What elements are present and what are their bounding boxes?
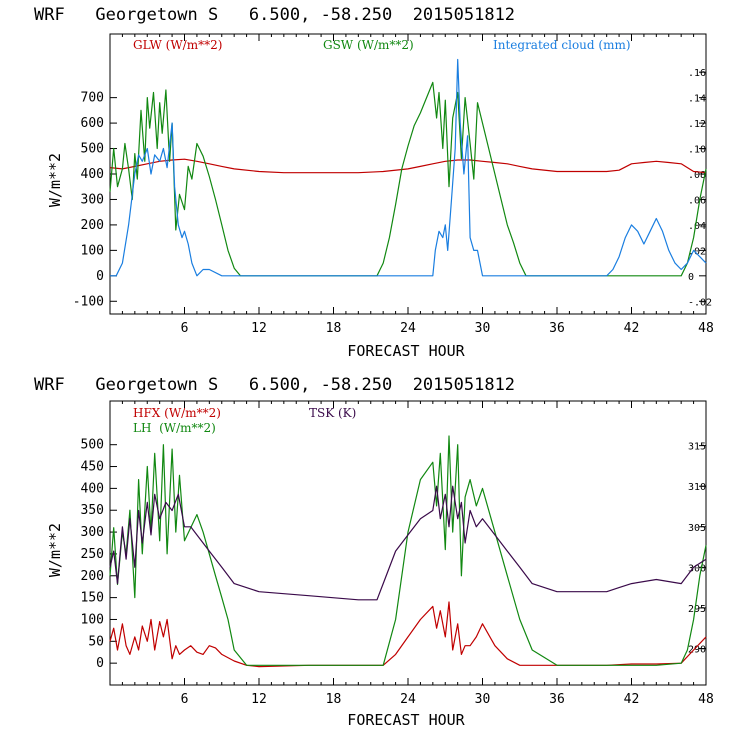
y-tick-label: 100 xyxy=(81,612,104,627)
x-tick-label: 48 xyxy=(698,692,714,707)
top-axis-ticks: 6 12 18 24 30 36 42 48 -100 0 100 200 300 400 500 600 70… xyxy=(73,34,714,336)
x-tick-label: 12 xyxy=(251,692,267,707)
y2-tick-label: .06 xyxy=(688,195,706,206)
series-line-gsw xyxy=(109,81,707,277)
series-line-integrated xyxy=(110,58,707,277)
y-tick-label: 300 xyxy=(81,192,104,207)
x-tick-label: 36 xyxy=(549,692,565,707)
y2-tick-label: .10 xyxy=(688,145,706,156)
y2-tick-label: 295 xyxy=(688,604,706,615)
y-tick-label: 400 xyxy=(81,481,104,496)
x-tick-label: 18 xyxy=(326,321,342,336)
y2-tick-label: .16 xyxy=(688,68,706,79)
bottom-panel: WRF Georgetown S 6.500, -58.250 20150518… xyxy=(34,375,714,729)
y-tick-label: 450 xyxy=(81,460,104,475)
legend-hfx: HFX (W/m**2) xyxy=(133,406,221,420)
x-tick-label: 42 xyxy=(624,321,640,336)
y2-tick-label: .14 xyxy=(688,94,706,105)
y-tick-label: 300 xyxy=(81,525,104,540)
x-tick-label: 6 xyxy=(181,321,189,336)
y-tick-label: 700 xyxy=(81,91,104,106)
x-tick-label: 30 xyxy=(475,321,491,336)
y-tick-label: 150 xyxy=(81,591,104,606)
legend-tsk: TSK (K) xyxy=(309,406,356,420)
bottom-plot-frame xyxy=(109,400,707,686)
y2-tick-label: 290 xyxy=(688,644,706,655)
y2-tick-label: 315 xyxy=(688,442,706,453)
series-line-hfx xyxy=(109,601,707,668)
y-tick-label: 600 xyxy=(81,116,104,131)
y-tick-label: 200 xyxy=(81,218,104,233)
bottom-series-group xyxy=(109,435,707,668)
y2-tick-label: .02 xyxy=(688,246,706,257)
y-tick-label: 50 xyxy=(88,634,104,649)
x-tick-label: 30 xyxy=(475,692,491,707)
series-line-glw xyxy=(109,158,707,174)
bottom-chart-title: WRF Georgetown S 6.500, -58.250 20150518… xyxy=(34,375,515,395)
y-tick-label: 350 xyxy=(81,503,104,518)
top-y-axis-label: W/m**2 xyxy=(46,153,64,207)
x-tick-label: 24 xyxy=(400,692,416,707)
y-tick-label: 250 xyxy=(81,547,104,562)
y2-tick-label: 305 xyxy=(688,523,706,534)
top-series-group xyxy=(109,58,707,277)
top-plot-frame xyxy=(109,33,707,315)
top-chart-title: WRF Georgetown S 6.500, -58.250 20150518… xyxy=(34,5,515,25)
y-tick-label: 0 xyxy=(96,269,104,284)
series-line-tsk xyxy=(109,485,707,601)
x-tick-label: 48 xyxy=(698,321,714,336)
y2-tick-label: 0 xyxy=(688,272,694,283)
top-panel: WRF Georgetown S 6.500, -58.250 20150518… xyxy=(34,5,714,360)
x-tick-label: 6 xyxy=(181,692,189,707)
bottom-axis-ticks: 6 12 18 24 30 36 42 48 0 50 100 150 200 250 300 350 400 4… xyxy=(81,401,714,707)
legend-lh: LH (W/m**2) xyxy=(133,421,216,435)
bottom-y-axis-label: W/m**2 xyxy=(46,523,64,577)
y2-tick-label: 310 xyxy=(688,482,706,493)
x-tick-label: 12 xyxy=(251,321,267,336)
y2-tick-label: .08 xyxy=(688,170,706,181)
y-tick-label: 500 xyxy=(81,438,104,453)
legend-gsw: GSW (W/m**2) xyxy=(323,38,414,52)
y-tick-label: 200 xyxy=(81,569,104,584)
y-tick-label: 400 xyxy=(81,167,104,182)
y2-tick-label: -.02 xyxy=(688,297,712,308)
y-tick-label: 0 xyxy=(96,656,104,671)
x-tick-label: 36 xyxy=(549,321,565,336)
y2-tick-label: 300 xyxy=(688,563,706,574)
x-tick-label: 24 xyxy=(400,321,416,336)
y-tick-label: 500 xyxy=(81,142,104,157)
y2-tick-label: .04 xyxy=(688,221,706,232)
legend-glw: GLW (W/m**2) xyxy=(133,38,222,52)
series-line-lh xyxy=(109,435,707,666)
y2-tick-label: .12 xyxy=(688,119,706,130)
y-tick-label: 100 xyxy=(81,243,104,258)
bottom-x-axis-label: FORECAST HOUR xyxy=(347,711,465,729)
y-tick-label: -100 xyxy=(73,294,104,309)
x-tick-label: 42 xyxy=(624,692,640,707)
x-tick-label: 18 xyxy=(326,692,342,707)
top-x-axis-label: FORECAST HOUR xyxy=(347,342,465,360)
legend-cloud: Integrated cloud (mm) xyxy=(493,38,631,52)
